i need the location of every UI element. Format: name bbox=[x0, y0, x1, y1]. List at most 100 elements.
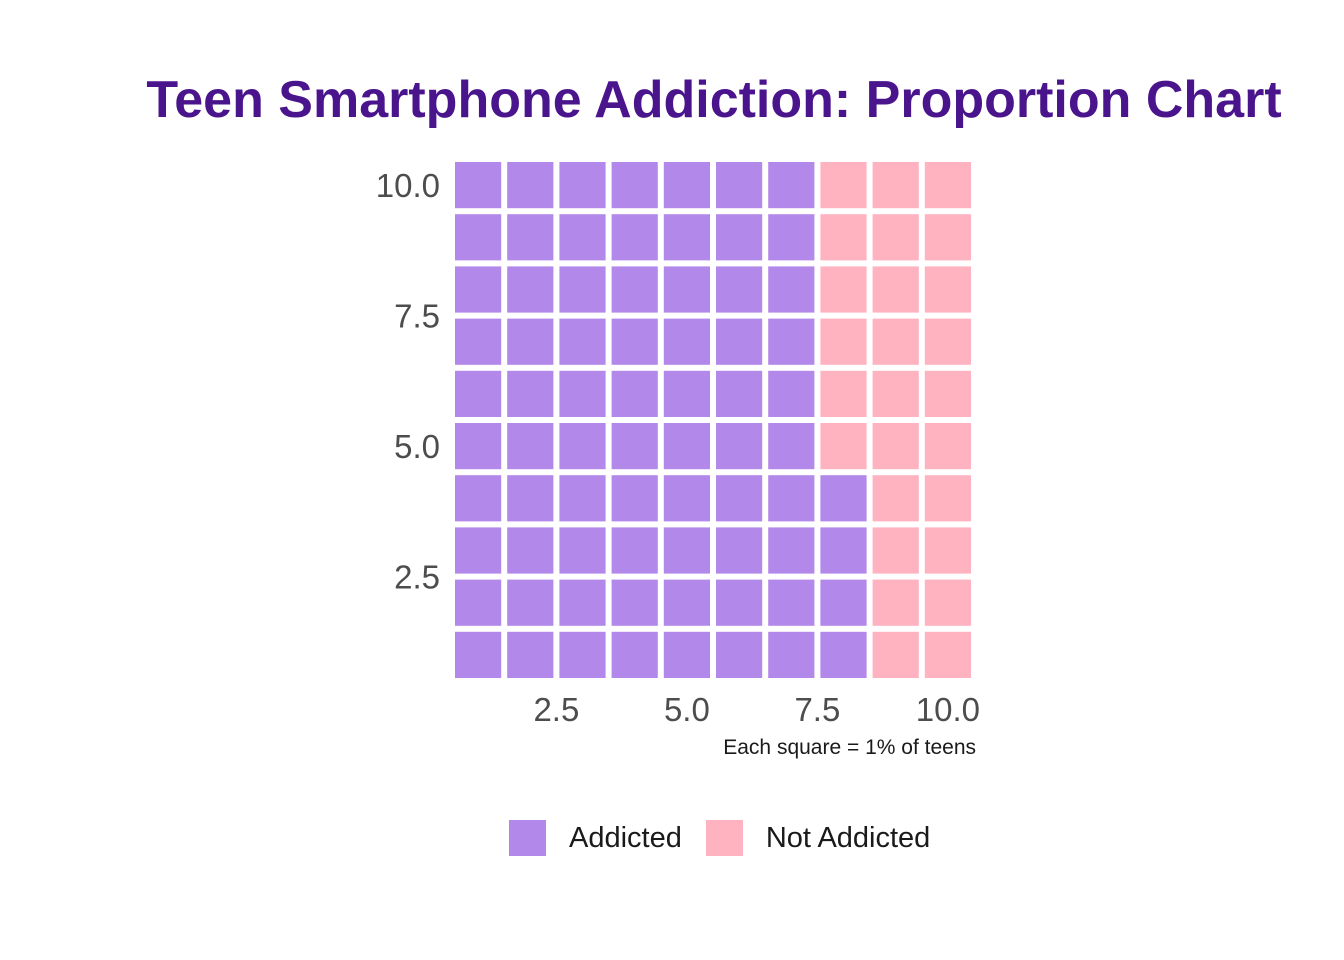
waffle-cell bbox=[872, 162, 919, 209]
waffle-cell bbox=[924, 475, 971, 522]
waffle-cell bbox=[716, 318, 763, 365]
y-axis-ticks: 2.5 5.0 7.5 10.0 bbox=[376, 167, 440, 595]
waffle-cell bbox=[768, 475, 815, 522]
waffle-cell bbox=[872, 475, 919, 522]
waffle-cell bbox=[924, 579, 971, 626]
waffle-cell bbox=[924, 370, 971, 417]
waffle-cell bbox=[716, 266, 763, 313]
waffle-cell bbox=[663, 214, 710, 261]
waffle-cells bbox=[455, 162, 971, 678]
waffle-cell bbox=[559, 318, 606, 365]
waffle-cell bbox=[663, 423, 710, 470]
waffle-cell bbox=[611, 214, 658, 261]
chart-title: Teen Smartphone Addiction: Proportion Ch… bbox=[146, 71, 1282, 129]
waffle-cell bbox=[559, 475, 606, 522]
waffle-cell bbox=[559, 423, 606, 470]
waffle-cell bbox=[663, 631, 710, 678]
waffle-cell bbox=[611, 370, 658, 417]
waffle-cell bbox=[768, 318, 815, 365]
waffle-cell bbox=[924, 527, 971, 574]
legend-swatch-addicted bbox=[509, 820, 546, 856]
waffle-cell bbox=[872, 370, 919, 417]
waffle-cell bbox=[559, 579, 606, 626]
y-tick-label: 5.0 bbox=[394, 428, 440, 465]
waffle-cell bbox=[507, 527, 554, 574]
waffle-cell bbox=[768, 214, 815, 261]
waffle-cell bbox=[768, 266, 815, 313]
waffle-cell bbox=[768, 162, 815, 209]
waffle-cell bbox=[820, 162, 867, 209]
waffle-cell bbox=[559, 370, 606, 417]
waffle-cell bbox=[611, 423, 658, 470]
waffle-cell bbox=[455, 475, 502, 522]
waffle-cell bbox=[611, 162, 658, 209]
x-tick-label: 5.0 bbox=[664, 691, 710, 728]
waffle-cell bbox=[663, 579, 710, 626]
waffle-cell bbox=[611, 475, 658, 522]
waffle-cell bbox=[611, 579, 658, 626]
waffle-cell bbox=[768, 631, 815, 678]
x-tick-label: 7.5 bbox=[794, 691, 840, 728]
waffle-cell bbox=[559, 527, 606, 574]
waffle-cell bbox=[559, 214, 606, 261]
waffle-cell bbox=[507, 370, 554, 417]
waffle-cell bbox=[455, 214, 502, 261]
waffle-cell bbox=[820, 579, 867, 626]
waffle-cell bbox=[716, 423, 763, 470]
legend-label-not-addicted: Not Addicted bbox=[765, 821, 931, 854]
waffle-cell bbox=[663, 475, 710, 522]
waffle-cell bbox=[611, 318, 658, 365]
waffle-cell bbox=[872, 527, 919, 574]
waffle-cell bbox=[455, 423, 502, 470]
waffle-cell bbox=[663, 318, 710, 365]
waffle-cell bbox=[716, 475, 763, 522]
waffle-cell bbox=[716, 631, 763, 678]
waffle-cell bbox=[924, 631, 971, 678]
waffle-cell bbox=[924, 214, 971, 261]
waffle-cell bbox=[507, 423, 554, 470]
waffle-cell bbox=[507, 631, 554, 678]
waffle-cell bbox=[507, 579, 554, 626]
legend-label-addicted: Addicted bbox=[569, 821, 682, 854]
waffle-cell bbox=[507, 214, 554, 261]
waffle-cell bbox=[872, 579, 919, 626]
waffle-cell bbox=[820, 214, 867, 261]
waffle-cell bbox=[716, 370, 763, 417]
waffle-cell bbox=[924, 266, 971, 313]
waffle-cell bbox=[455, 318, 502, 365]
waffle-cell bbox=[559, 162, 606, 209]
waffle-cell bbox=[507, 266, 554, 313]
waffle-cell bbox=[507, 475, 554, 522]
waffle-cell bbox=[872, 318, 919, 365]
legend-item-not-addicted: Not Addicted bbox=[705, 820, 931, 856]
waffle-cell bbox=[924, 162, 971, 209]
waffle-cell bbox=[768, 527, 815, 574]
waffle-cell bbox=[455, 266, 502, 313]
waffle-cell bbox=[559, 266, 606, 313]
waffle-cell bbox=[716, 579, 763, 626]
x-tick-label: 2.5 bbox=[533, 691, 579, 728]
waffle-cell bbox=[820, 527, 867, 574]
x-tick-label: 10.0 bbox=[916, 691, 980, 728]
y-tick-label: 2.5 bbox=[394, 559, 440, 596]
waffle-cell bbox=[872, 423, 919, 470]
legend: Addicted Not Addicted bbox=[509, 820, 954, 856]
legend-swatch-not-addicted bbox=[705, 820, 743, 856]
waffle-cell bbox=[768, 579, 815, 626]
waffle-cell bbox=[507, 318, 554, 365]
waffle-cell bbox=[872, 266, 919, 313]
waffle-cell bbox=[455, 370, 502, 417]
waffle-cell bbox=[455, 631, 502, 678]
waffle-cell bbox=[872, 631, 919, 678]
waffle-cell bbox=[820, 423, 867, 470]
y-tick-label: 7.5 bbox=[394, 298, 440, 335]
y-tick-label: 10.0 bbox=[376, 167, 440, 204]
legend-item-addicted: Addicted bbox=[509, 820, 682, 856]
waffle-cell bbox=[611, 631, 658, 678]
waffle-cell bbox=[820, 318, 867, 365]
waffle-cell bbox=[663, 370, 710, 417]
waffle-cell bbox=[663, 162, 710, 209]
waffle-cell bbox=[716, 214, 763, 261]
waffle-cell bbox=[663, 266, 710, 313]
